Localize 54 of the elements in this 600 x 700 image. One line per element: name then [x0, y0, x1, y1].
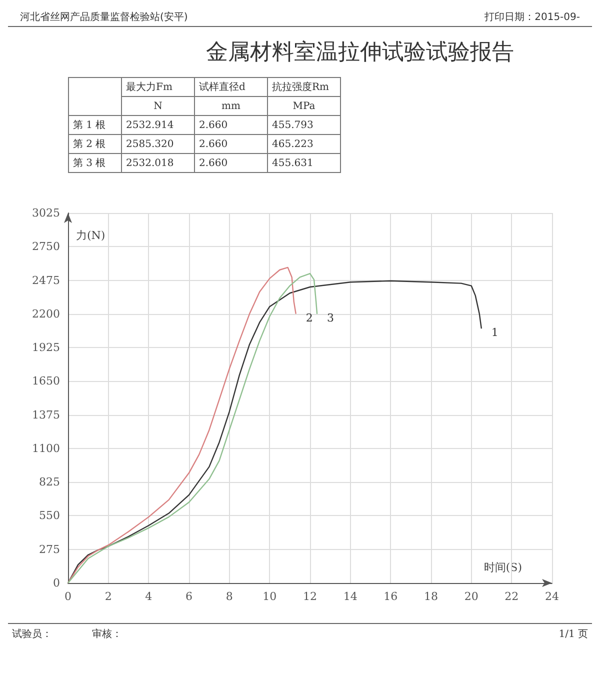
x-tick-label: 2	[104, 590, 112, 603]
x-tick-label: 20	[464, 590, 478, 603]
text: 打印日期：2015-09-	[484, 10, 580, 24]
x-tick-label: 4	[145, 590, 152, 603]
text: 抗拉强度Rm	[268, 78, 340, 96]
text: 455.631	[268, 154, 340, 172]
text: 试样直径d	[194, 78, 268, 96]
x-tick-label: 6	[186, 590, 192, 603]
text: 试验员：	[12, 628, 53, 641]
text: mm	[194, 96, 268, 116]
text: 第 2 根	[68, 134, 122, 154]
y-tick-label: 1650	[32, 374, 60, 388]
x-tick-label: 14	[343, 590, 358, 603]
text: 455.793	[268, 116, 340, 134]
y-axis-title: 力(N)	[76, 229, 106, 242]
x-tick-label: 0	[64, 590, 72, 603]
text: 465.223	[268, 134, 340, 154]
y-tick-label: 3025	[32, 206, 60, 220]
y-tick-label: 275	[39, 542, 60, 556]
text: 2.660	[194, 134, 268, 154]
series-label: 3	[327, 311, 334, 324]
text: MPa	[268, 96, 340, 116]
series-label: 2	[306, 311, 313, 324]
x-tick-label: 16	[384, 590, 398, 603]
y-tick-label: 1375	[32, 408, 60, 422]
text: 审核：	[92, 628, 123, 641]
text: 2.660	[194, 154, 268, 172]
y-tick-label: 2750	[32, 240, 60, 254]
text: 1/1 页	[558, 628, 588, 641]
x-tick-label: 22	[504, 590, 519, 603]
y-tick-label: 1925	[32, 341, 60, 354]
text: 2.660	[194, 116, 268, 134]
text: 2585.320	[122, 134, 194, 154]
y-tick-label: 2200	[32, 307, 60, 320]
y-tick-label: 0	[53, 576, 60, 590]
text: 第 3 根	[68, 154, 122, 172]
text: 2532.018	[122, 154, 194, 172]
x-tick-label: 12	[303, 590, 317, 603]
text: N	[122, 96, 194, 116]
y-tick-label: 550	[39, 509, 60, 522]
text: 2532.914	[122, 116, 194, 134]
y-tick-label: 1100	[32, 442, 60, 455]
y-tick-label: 825	[39, 476, 60, 489]
text: 河北省丝网产品质量监督检验站(安平)	[20, 10, 188, 24]
text: 最大力Fm	[122, 78, 194, 96]
x-tick-label: 18	[424, 590, 438, 603]
x-tick-label: 24	[545, 590, 559, 603]
series-label: 1	[491, 326, 498, 340]
y-tick-label: 2475	[32, 274, 60, 287]
x-tick-label: 8	[226, 590, 233, 603]
x-tick-label: 10	[262, 590, 277, 603]
chart-title: 金属材料室温拉伸试验试验报告	[205, 39, 515, 67]
line-series	[67, 280, 482, 584]
text: 第 1 根	[68, 116, 122, 134]
